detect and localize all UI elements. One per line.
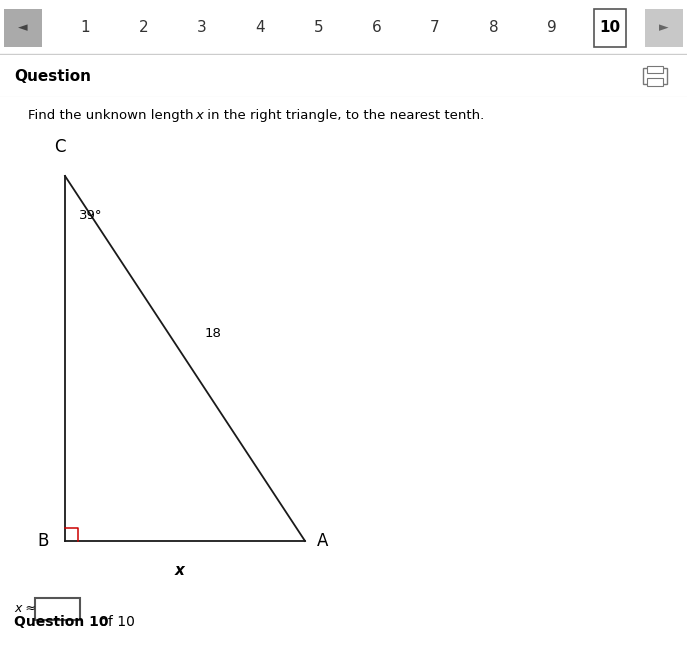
- Bar: [4, 9, 42, 47]
- Bar: [594, 9, 626, 47]
- Text: 10: 10: [600, 20, 620, 35]
- Text: 9: 9: [547, 20, 556, 35]
- Text: x ≈: x ≈: [14, 603, 36, 615]
- Bar: [645, 9, 683, 47]
- Text: 4: 4: [255, 20, 264, 35]
- Text: 8: 8: [488, 20, 498, 35]
- Text: of 10: of 10: [95, 615, 135, 629]
- Bar: [643, 68, 667, 84]
- Text: 1: 1: [80, 20, 90, 35]
- Text: x: x: [175, 564, 185, 579]
- Text: A: A: [317, 532, 328, 550]
- Text: Find the unknown length: Find the unknown length: [28, 109, 198, 122]
- Text: in the right triangle, to the nearest tenth.: in the right triangle, to the nearest te…: [203, 109, 484, 122]
- Text: x: x: [195, 109, 203, 122]
- Text: 6: 6: [372, 20, 381, 35]
- Bar: [35, 597, 80, 620]
- Text: 5: 5: [313, 20, 323, 35]
- Text: B: B: [37, 532, 49, 550]
- Text: ►: ►: [660, 22, 669, 35]
- Text: 3: 3: [196, 20, 207, 35]
- Text: 2: 2: [139, 20, 148, 35]
- Text: Question: Question: [14, 69, 91, 84]
- Text: 18: 18: [205, 327, 222, 340]
- Text: C: C: [54, 138, 66, 156]
- Text: 7: 7: [430, 20, 440, 35]
- Text: ◄: ◄: [18, 22, 27, 35]
- Text: Question 10: Question 10: [14, 615, 109, 629]
- Bar: [647, 66, 663, 73]
- Text: 39°: 39°: [79, 210, 102, 223]
- Bar: [647, 78, 663, 86]
